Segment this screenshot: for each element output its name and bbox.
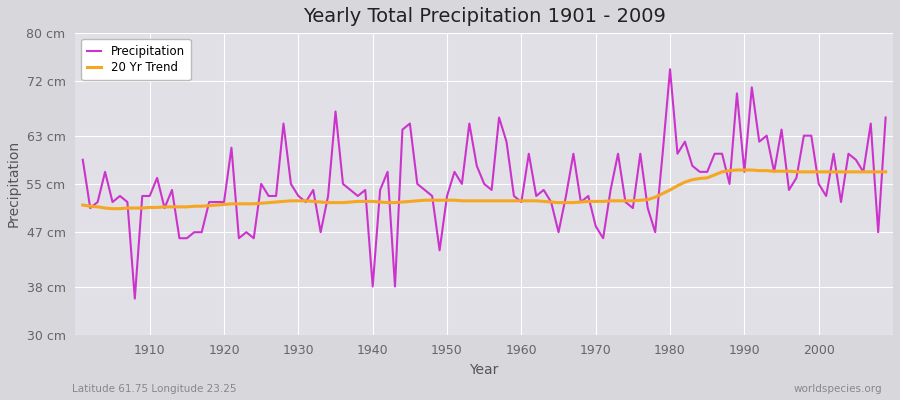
Line: 20 Yr Trend: 20 Yr Trend: [83, 170, 886, 209]
20 Yr Trend: [516, 198, 526, 203]
20 Yr Trend: [107, 206, 118, 211]
20 Yr Trend: [77, 203, 88, 208]
Text: Latitude 61.75 Longitude 23.25: Latitude 61.75 Longitude 23.25: [72, 384, 237, 394]
Precipitation: [353, 194, 364, 198]
Precipitation: [516, 200, 526, 204]
20 Yr Trend: [613, 198, 624, 203]
Precipitation: [308, 188, 319, 192]
Text: worldspecies.org: worldspecies.org: [794, 384, 882, 394]
Precipitation: [524, 151, 535, 156]
Y-axis label: Precipitation: Precipitation: [7, 140, 21, 228]
20 Yr Trend: [144, 205, 155, 210]
Line: Precipitation: Precipitation: [83, 69, 886, 298]
Title: Yearly Total Precipitation 1901 - 2009: Yearly Total Precipitation 1901 - 2009: [302, 7, 666, 26]
Legend: Precipitation, 20 Yr Trend: Precipitation, 20 Yr Trend: [81, 39, 191, 80]
Precipitation: [130, 296, 140, 301]
Precipitation: [144, 194, 155, 198]
X-axis label: Year: Year: [470, 363, 499, 377]
20 Yr Trend: [353, 199, 364, 204]
20 Yr Trend: [308, 199, 319, 204]
Precipitation: [613, 151, 624, 156]
20 Yr Trend: [524, 198, 535, 203]
Precipitation: [77, 157, 88, 162]
20 Yr Trend: [732, 168, 742, 172]
20 Yr Trend: [880, 170, 891, 174]
Precipitation: [880, 115, 891, 120]
Precipitation: [664, 67, 675, 72]
